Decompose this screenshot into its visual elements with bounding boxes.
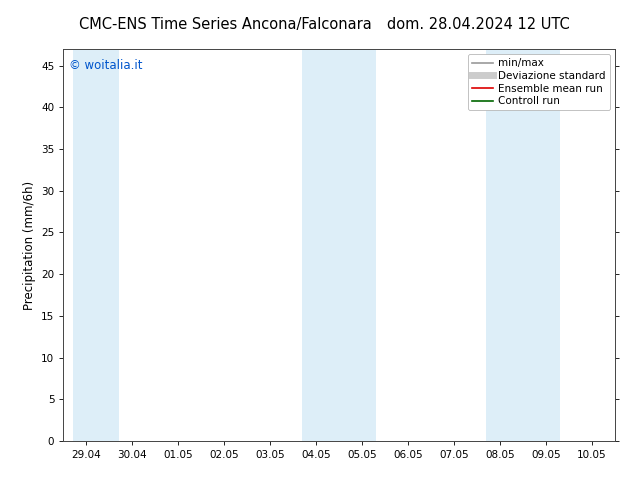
Text: dom. 28.04.2024 12 UTC: dom. 28.04.2024 12 UTC	[387, 17, 570, 32]
Bar	[302, 49, 376, 441]
Legend: min/max, Deviazione standard, Ensemble mean run, Controll run: min/max, Deviazione standard, Ensemble m…	[468, 54, 610, 110]
Text: © woitalia.it: © woitalia.it	[69, 59, 143, 72]
Text: CMC-ENS Time Series Ancona/Falconara: CMC-ENS Time Series Ancona/Falconara	[79, 17, 372, 32]
Bar	[486, 49, 560, 441]
Y-axis label: Precipitation (mm/6h): Precipitation (mm/6h)	[23, 180, 36, 310]
Bar	[72, 49, 119, 441]
